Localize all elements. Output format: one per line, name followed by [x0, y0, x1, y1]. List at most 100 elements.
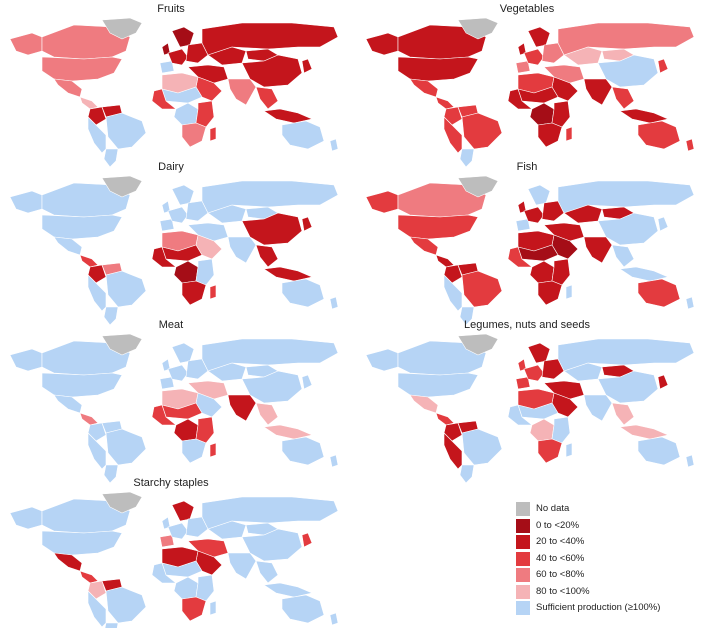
map-panel-meat: Meat: [0, 319, 342, 484]
region-seasia: [611, 86, 635, 110]
world-map: [9, 17, 339, 168]
region-kazakh: [207, 204, 247, 224]
region-colombia: [443, 264, 463, 284]
region-canada: [41, 182, 131, 218]
world-map: [365, 17, 695, 168]
region-kazakh: [207, 362, 247, 382]
region-greenland: [101, 17, 143, 40]
region-andes: [87, 432, 107, 470]
legend-swatch: [516, 518, 530, 533]
panel-title: Fish: [516, 161, 538, 173]
region-indonesia: [619, 424, 669, 440]
region-indonesia: [263, 424, 313, 440]
region-centam: [435, 96, 455, 110]
region-scandinavia: [171, 342, 195, 364]
region-india: [227, 78, 257, 106]
region-scandinavia: [171, 500, 195, 522]
panel-title: Fruits: [157, 3, 185, 15]
legend-swatch: [516, 568, 530, 582]
region-kazakh: [563, 204, 603, 224]
region-centam: [435, 254, 455, 268]
region-madagascar: [209, 126, 217, 142]
region-argentina: [459, 464, 475, 484]
region-seasia: [255, 244, 279, 268]
region-russia: [201, 496, 339, 530]
region-mexico: [53, 552, 83, 572]
region-andes: [443, 432, 463, 470]
region-madagascar: [565, 126, 573, 142]
region-greenland: [101, 333, 143, 356]
region-argentina: [103, 148, 119, 168]
region-andes: [87, 274, 107, 312]
region-alaska: [9, 348, 43, 372]
region-centralafrica: [173, 260, 199, 284]
region-iberia: [159, 376, 175, 390]
legend-swatch: [516, 601, 530, 615]
region-usa: [41, 530, 123, 556]
region-kazakh: [207, 46, 247, 66]
region-eastafrica: [195, 416, 215, 444]
region-greenland: [457, 17, 499, 40]
region-nz: [685, 138, 695, 152]
region-madagascar: [565, 442, 573, 458]
region-australia: [281, 594, 325, 624]
region-japan: [301, 216, 313, 232]
region-weurope: [167, 522, 189, 540]
panel-title: Legumes, nuts and seeds: [464, 319, 590, 331]
region-australia: [637, 278, 681, 308]
region-centam: [79, 412, 99, 426]
map-panel-starchy-staples: Starchy staples: [0, 477, 342, 628]
legend-item: 20 to <40%: [514, 534, 699, 551]
region-india: [583, 394, 613, 422]
region-india: [583, 236, 613, 264]
region-centralafrica: [173, 418, 199, 442]
legend-swatch: [516, 535, 530, 549]
region-scandinavia: [527, 26, 551, 48]
legend-label: 0 to <20%: [536, 519, 580, 531]
region-seasia: [255, 402, 279, 426]
region-centralafrica: [529, 102, 555, 126]
region-scandinavia: [171, 184, 195, 206]
region-centralafrica: [529, 260, 555, 284]
region-andes: [87, 116, 107, 154]
region-usa: [397, 214, 479, 240]
map-panel-fruits: Fruits: [0, 3, 342, 168]
region-argentina: [104, 622, 119, 628]
region-japan: [301, 532, 313, 548]
region-southafrica: [537, 438, 563, 464]
region-alaska: [365, 32, 399, 56]
region-japan: [657, 58, 669, 74]
region-iberia: [159, 218, 175, 232]
region-mexico: [53, 236, 83, 256]
region-australia: [637, 436, 681, 466]
legend-label: 40 to <60%: [536, 552, 585, 564]
panel-title: Starchy staples: [133, 477, 209, 489]
region-mexico: [409, 78, 439, 98]
map-panel-dairy: Dairy: [0, 161, 342, 326]
region-canada: [41, 340, 131, 376]
region-eastafrica: [195, 258, 215, 286]
region-iberia: [515, 376, 531, 390]
region-colombia: [443, 422, 463, 442]
region-madagascar: [209, 600, 217, 616]
region-colombia: [87, 580, 107, 600]
region-brazil: [105, 428, 147, 466]
region-alaska: [365, 190, 399, 214]
region-canada: [397, 340, 487, 376]
region-nz: [329, 138, 339, 152]
region-madagascar: [209, 442, 217, 458]
region-argentina: [103, 306, 119, 326]
region-argentina: [459, 306, 475, 326]
region-weurope: [167, 48, 189, 66]
legend: No data 0 to <20% 20 to <40% 40 to <60% …: [514, 501, 699, 617]
region-usa: [41, 56, 123, 82]
region-china: [597, 370, 659, 404]
region-japan: [301, 58, 313, 74]
world-map: [9, 175, 339, 326]
region-argentina: [459, 148, 475, 168]
world-map: [365, 333, 695, 484]
region-china: [241, 54, 303, 88]
region-southafrica: [181, 438, 207, 464]
region-russia: [201, 180, 339, 214]
map-panel-vegetables: Vegetables: [356, 3, 698, 168]
